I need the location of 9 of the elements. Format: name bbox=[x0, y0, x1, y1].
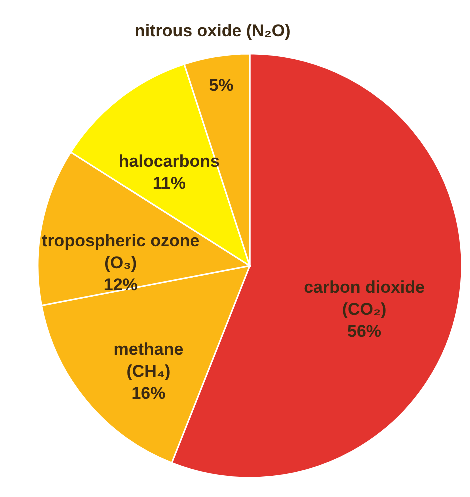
data-label: 11% bbox=[152, 174, 186, 194]
data-label: 12% bbox=[104, 275, 138, 294]
slice-label: methane (CH₄) bbox=[114, 340, 184, 381]
slice-label: carbon dioxide (CO₂) bbox=[304, 278, 425, 319]
slice-label: tropospheric ozone (O₃) bbox=[42, 231, 200, 272]
data-label: 16% bbox=[132, 384, 166, 403]
slice-label: nitrous oxide (N₂O) bbox=[134, 21, 291, 40]
data-label: 5% bbox=[209, 76, 234, 95]
data-label: 56% bbox=[348, 322, 382, 341]
